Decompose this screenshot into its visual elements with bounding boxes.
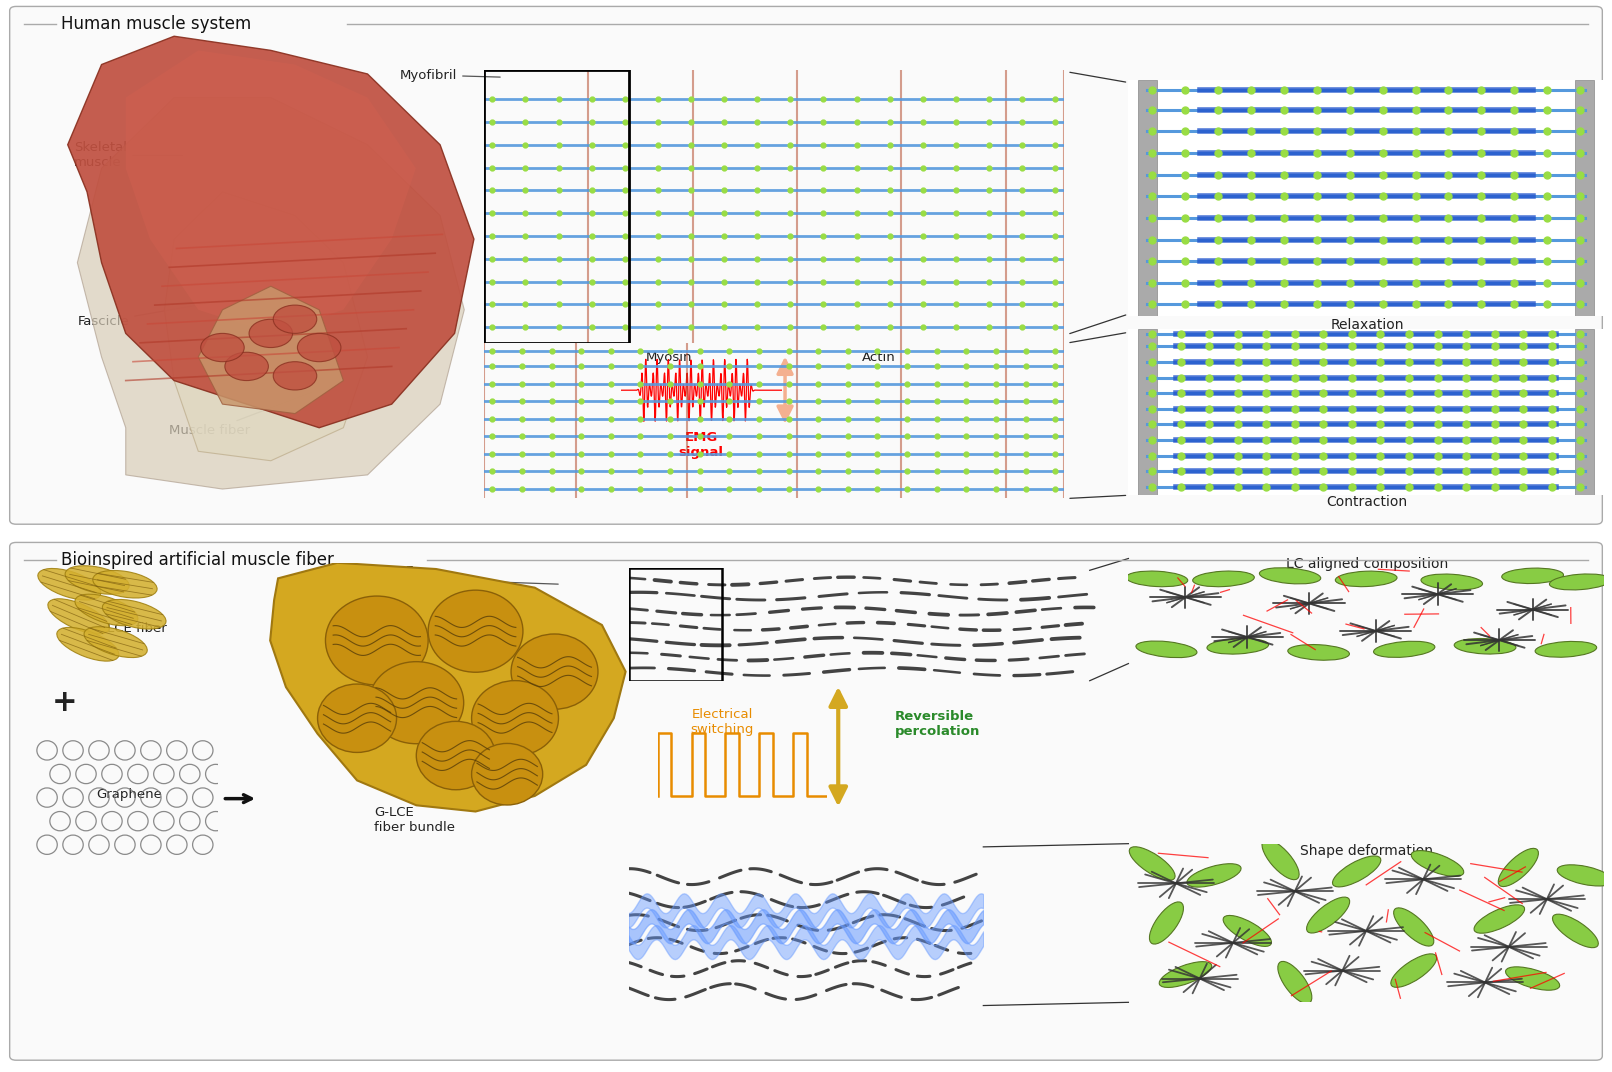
Text: Myofibril: Myofibril — [400, 69, 500, 81]
Text: LCE fiber: LCE fiber — [106, 622, 168, 635]
Bar — [1575, 329, 1594, 495]
FancyArrowPatch shape — [779, 360, 791, 420]
Ellipse shape — [511, 634, 598, 710]
FancyArrowPatch shape — [830, 691, 846, 802]
Text: G-LCE
monofibre: G-LCE monofibre — [374, 565, 558, 593]
Bar — [629, 568, 722, 681]
Ellipse shape — [1473, 905, 1525, 934]
Ellipse shape — [429, 591, 522, 672]
Text: +: + — [52, 687, 77, 717]
Ellipse shape — [1127, 571, 1188, 586]
Ellipse shape — [1422, 574, 1483, 590]
Ellipse shape — [1193, 571, 1254, 586]
Ellipse shape — [318, 684, 397, 753]
Ellipse shape — [1288, 644, 1349, 660]
Text: Muscle fiber: Muscle fiber — [169, 392, 311, 437]
Ellipse shape — [1454, 639, 1515, 654]
Ellipse shape — [472, 681, 558, 756]
Polygon shape — [77, 98, 464, 489]
Bar — [1138, 80, 1157, 316]
Ellipse shape — [200, 333, 245, 361]
FancyBboxPatch shape — [10, 6, 1602, 524]
Ellipse shape — [1498, 848, 1538, 887]
Text: Skeletal
muscle: Skeletal muscle — [74, 142, 182, 169]
Ellipse shape — [1186, 864, 1241, 888]
Ellipse shape — [1502, 568, 1564, 583]
Ellipse shape — [1335, 571, 1398, 586]
Ellipse shape — [416, 721, 495, 790]
Polygon shape — [126, 50, 416, 333]
Ellipse shape — [1373, 641, 1435, 657]
Text: Electrical
switching: Electrical switching — [690, 708, 754, 735]
Ellipse shape — [224, 353, 268, 381]
Ellipse shape — [1552, 914, 1599, 948]
Text: Shape deformation: Shape deformation — [1301, 844, 1433, 858]
Ellipse shape — [1307, 897, 1349, 933]
Text: Human muscle system: Human muscle system — [61, 15, 251, 32]
Ellipse shape — [1549, 574, 1610, 590]
Ellipse shape — [1136, 641, 1198, 657]
Text: EMG
signal: EMG signal — [679, 431, 724, 459]
Ellipse shape — [1207, 639, 1269, 654]
Polygon shape — [271, 563, 625, 812]
FancyBboxPatch shape — [10, 542, 1602, 1060]
Ellipse shape — [274, 306, 318, 333]
Ellipse shape — [93, 570, 156, 598]
Ellipse shape — [1262, 839, 1299, 880]
Ellipse shape — [1535, 641, 1596, 657]
Ellipse shape — [297, 333, 342, 361]
Text: LC aligned composition: LC aligned composition — [1286, 557, 1448, 571]
Ellipse shape — [1394, 908, 1433, 947]
Text: Relaxation: Relaxation — [1330, 318, 1404, 332]
Text: Fascicle: Fascicle — [77, 300, 222, 328]
Ellipse shape — [1130, 847, 1175, 880]
Text: Contraction: Contraction — [1327, 495, 1407, 509]
Ellipse shape — [1224, 915, 1272, 947]
Text: Bioinspired artificial muscle fiber: Bioinspired artificial muscle fiber — [61, 551, 334, 568]
Text: Actin: Actin — [862, 351, 895, 363]
Polygon shape — [68, 36, 474, 428]
Ellipse shape — [1278, 962, 1312, 1003]
Ellipse shape — [1391, 954, 1436, 987]
Ellipse shape — [1259, 568, 1320, 584]
Ellipse shape — [1557, 865, 1612, 885]
Ellipse shape — [56, 627, 119, 661]
Ellipse shape — [1159, 962, 1212, 987]
Text: Reversible
percolation: Reversible percolation — [895, 710, 980, 738]
Ellipse shape — [37, 568, 102, 600]
Ellipse shape — [48, 599, 110, 634]
Ellipse shape — [1149, 902, 1183, 944]
Bar — [1575, 80, 1594, 316]
Ellipse shape — [74, 594, 139, 626]
Polygon shape — [198, 286, 343, 414]
Ellipse shape — [103, 599, 166, 629]
Ellipse shape — [64, 566, 129, 594]
Polygon shape — [164, 192, 368, 461]
Ellipse shape — [1506, 967, 1560, 991]
Ellipse shape — [274, 361, 318, 390]
Ellipse shape — [1410, 850, 1464, 877]
Bar — [1138, 329, 1157, 495]
Ellipse shape — [369, 661, 464, 744]
Text: G-LCE
fiber bundle: G-LCE fiber bundle — [374, 790, 455, 834]
Ellipse shape — [326, 596, 429, 685]
Ellipse shape — [250, 319, 293, 347]
Ellipse shape — [1333, 855, 1381, 887]
Text: Myosin: Myosin — [646, 351, 692, 363]
Bar — [484, 70, 629, 343]
Text: Graphene: Graphene — [97, 788, 161, 801]
Ellipse shape — [472, 743, 543, 805]
Ellipse shape — [84, 627, 147, 657]
